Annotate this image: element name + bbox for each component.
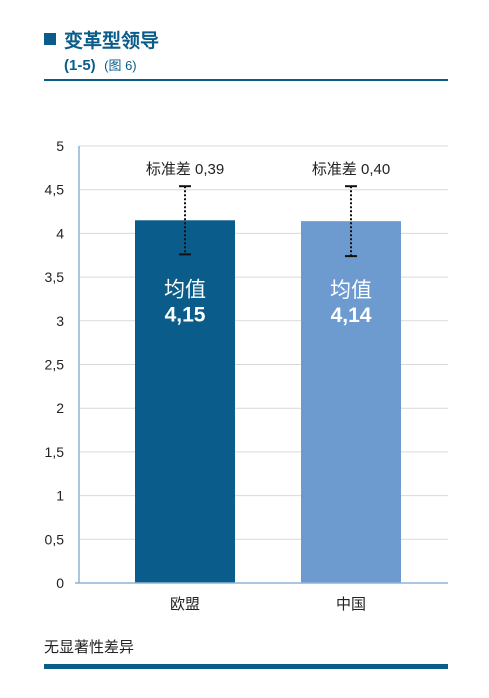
title-bullet-icon — [44, 33, 56, 45]
y-tick-label: 2 — [56, 400, 64, 416]
y-tick-label: 4,5 — [45, 182, 65, 198]
footer-divider — [44, 664, 448, 669]
y-tick-label: 0,5 — [45, 531, 65, 547]
y-tick-label: 0 — [56, 575, 64, 591]
y-tick-label: 3 — [56, 313, 64, 329]
chart-title: 变革型领导 — [64, 31, 160, 52]
mean-label: 均值 — [164, 278, 206, 301]
y-tick-label: 3,5 — [45, 269, 65, 285]
x-tick-label: 欧盟 — [170, 596, 200, 613]
y-tick-label: 4 — [56, 225, 64, 241]
std-dev-label: 标准差 0,40 — [312, 161, 390, 178]
mean-value-label: 4,15 — [165, 303, 206, 326]
mean-value-label: 4,14 — [331, 304, 372, 327]
std-dev-label: 标准差 0,39 — [146, 161, 224, 178]
figure-reference: (图 6) — [104, 58, 137, 73]
title-divider — [44, 79, 448, 81]
y-tick-label: 5 — [56, 138, 64, 154]
bar-eu — [135, 220, 235, 584]
y-tick-label: 2,5 — [45, 357, 65, 373]
y-tick-label: 1,5 — [45, 444, 65, 460]
scale-label: (1-5) — [64, 57, 96, 74]
bar-cn — [301, 221, 401, 583]
y-tick-label: 1 — [56, 488, 64, 504]
significance-note: 无显著性差异 — [44, 639, 135, 656]
chart-subtitle: (1-5) (图 6) — [64, 55, 137, 75]
mean-label: 均值 — [330, 279, 372, 302]
x-tick-label: 中国 — [336, 596, 366, 613]
